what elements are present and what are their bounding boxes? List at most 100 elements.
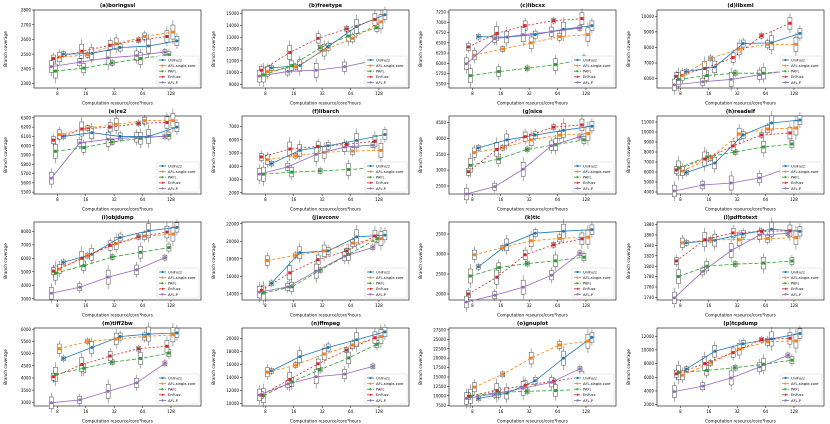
legend-label: PAFL [168,176,176,180]
data-point [350,36,354,40]
legend-label: AFL-P [376,293,387,297]
y-tick-label: 3500 [21,388,32,393]
x-tick-label: 128 [167,303,175,308]
chart-panel: (b)freetype 9000 10000 11000 12000 13000 14000… [208,0,415,106]
legend-marker [783,187,787,190]
legend-marker [368,187,372,190]
data-point [472,385,476,389]
data-point [476,396,480,400]
legend-marker [368,164,372,168]
data-point [342,372,346,376]
legend-marker [368,81,372,84]
data-point [680,169,684,173]
data-point [354,235,358,239]
y-tick-label: 7500 [436,403,447,408]
y-tick-label: 20000 [226,336,239,341]
legend-label: UniFuzz [791,58,805,62]
data-point [472,151,476,155]
data-point [765,42,769,46]
y-tick-label: 18000 [226,256,239,261]
data-point [344,348,348,352]
data-point [757,233,761,237]
y-tick-label: 22000 [226,221,239,226]
x-tick-label: 8 [679,303,682,308]
data-point [346,34,350,38]
data-point [106,137,110,141]
data-point [533,133,537,137]
series-line-afl-single-core [474,340,588,388]
data-point [769,121,773,125]
x-tick-label: 16 [83,197,89,202]
data-point [289,285,293,289]
data-point [285,69,289,73]
y-tick-label: 7000 [643,61,654,66]
legend-marker [783,70,787,73]
x-axis-label: Computation resource/core*hours [705,101,776,106]
data-point [580,17,584,21]
legend-marker [783,75,787,78]
data-point [759,34,763,38]
legend-marker [783,270,787,274]
legend-label: UniFuzz [376,376,390,380]
series-line-afl-single-core [474,34,588,56]
y-axis-label: Branch coverage [626,137,631,173]
data-point [505,138,509,142]
legend-marker [161,382,164,385]
legend-label: AFL-single-core [168,170,196,174]
legend-marker [368,399,372,402]
data-point [108,244,112,248]
legend-marker [161,293,164,296]
data-point [165,121,169,124]
data-point [704,74,708,78]
data-point [354,338,358,342]
legend-marker [161,81,164,84]
data-point [322,249,326,253]
chart-svg: (d)libxml 6000 7000 8000 9000 10000 8 16 32 64 128… [626,3,824,106]
data-point [521,167,525,171]
legend-label: AFL-single-core [168,276,196,280]
data-point [731,56,735,60]
y-tick-label: 6000 [21,327,32,332]
y-tick-label: 1820 [643,253,654,258]
data-point [674,168,678,172]
data-point [374,26,378,30]
data-point [167,351,171,355]
legend-marker [161,187,164,190]
x-tick-label: 16 [83,409,89,414]
y-axis-label: Branch coverage [3,137,8,173]
data-point [137,121,141,125]
data-point [135,381,139,385]
x-axis-label: Computation resource/core*hours [705,419,776,424]
y-tick-label: 12000 [226,388,239,393]
x-tick-label: 16 [498,91,504,96]
y-tick-label: 1800 [643,264,654,269]
x-tick-label: 32 [527,91,533,96]
data-point [731,351,735,355]
y-axis-label: Branch coverage [418,31,423,67]
y-tick-label: 5750 [436,71,447,76]
legend-marker [576,75,579,78]
legend-marker [576,70,579,73]
y-axis-label: Branch coverage [211,31,216,67]
data-point [759,133,763,137]
y-tick-label: 6300 [21,115,32,120]
legend-label: AFL-single-core [376,382,404,386]
data-point [501,246,505,250]
legend-label: PAFL [583,70,591,74]
y-tick-label: 2000 [643,402,654,407]
legend-label: UniFuzz [168,58,182,62]
legend-label: PAFL [168,388,176,392]
legend-label: AFL-P [168,187,179,191]
data-point [61,52,65,56]
legend-box [156,161,200,193]
y-tick-label: 6000 [21,143,32,148]
data-point [135,135,139,139]
data-point [741,232,745,236]
data-point [80,49,84,53]
x-tick-label: 16 [706,303,712,308]
legend-label: AFL-P [168,399,179,403]
legend-marker [576,164,579,168]
